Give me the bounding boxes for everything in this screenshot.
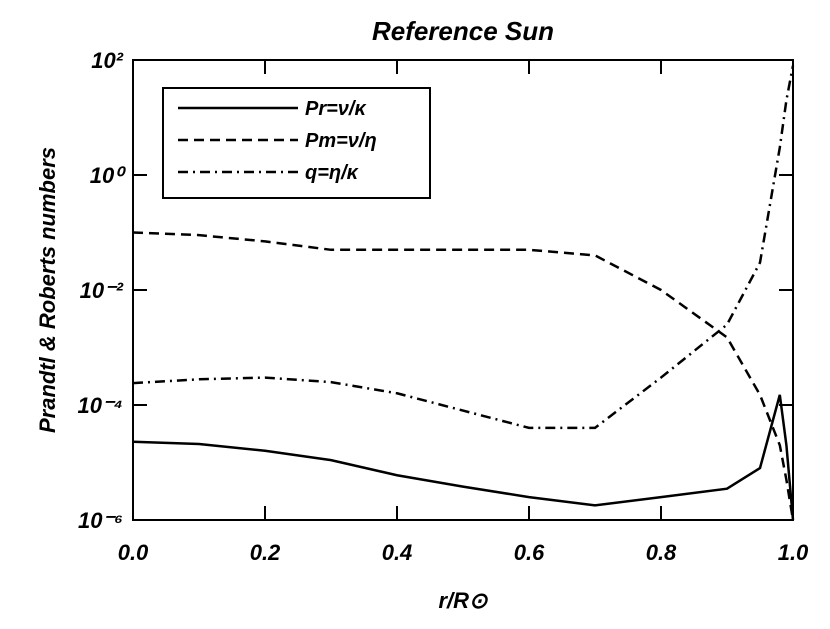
legend-label: Pr=ν/κ	[305, 98, 367, 120]
x-tick-label: 0.6	[514, 540, 545, 565]
legend-label: q=η/κ	[305, 162, 360, 184]
legend-box	[162, 87, 431, 199]
y-tick-label: 10²	[91, 48, 123, 73]
series-line	[132, 394, 795, 521]
y-tick-label: 10⁰	[90, 163, 126, 188]
series-line	[132, 65, 795, 430]
x-tick-label: 0.2	[250, 540, 281, 565]
y-tick-label: 10⁻⁶	[78, 508, 123, 533]
y-tick-label: 10⁻²	[80, 278, 124, 303]
x-tick-label: 0.8	[646, 540, 677, 565]
x-axis-label: r/R⊙	[439, 588, 489, 613]
x-tick-label: 0.4	[382, 540, 413, 565]
y-tick-label: 10⁻⁴	[78, 393, 123, 418]
series-line	[132, 231, 795, 521]
legend-label: Pm=ν/η	[305, 130, 377, 152]
x-tick-label: 1.0	[778, 540, 809, 565]
x-tick-label: 0.0	[118, 540, 149, 565]
y-axis-label: Prandtl & Roberts numbers	[35, 147, 60, 433]
chart-title: Reference Sun	[372, 16, 554, 46]
